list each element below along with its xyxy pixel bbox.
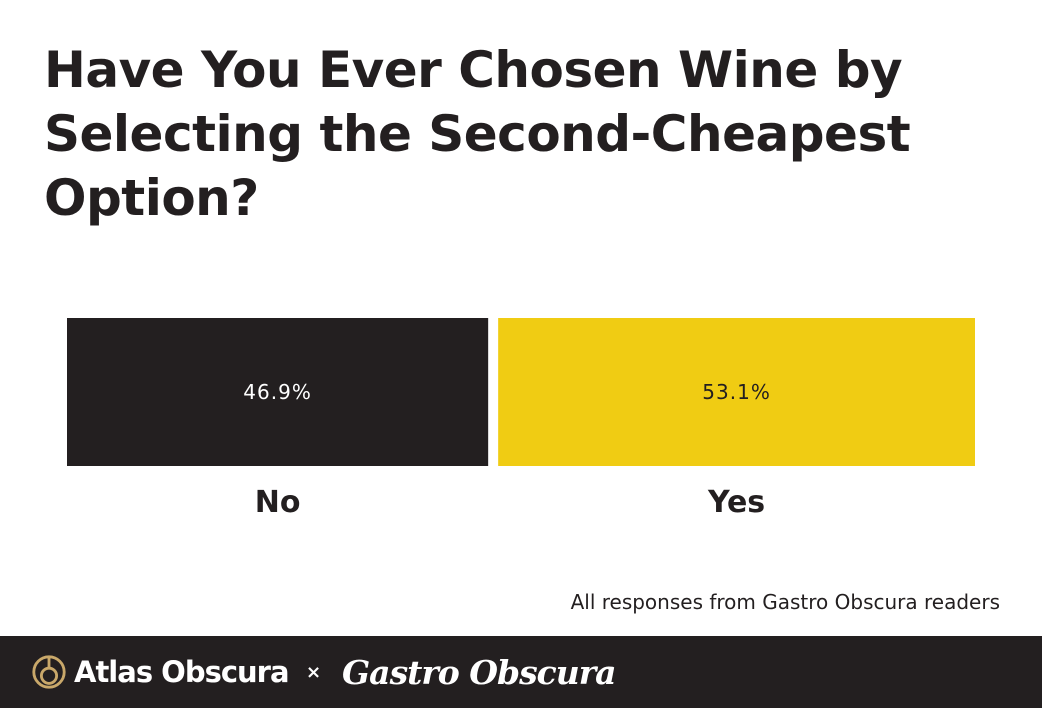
bar-chart: 46.9% No 53.1% Yes [67, 318, 975, 520]
bar-value-label-no: 46.9% [243, 380, 312, 404]
atlas-obscura-logo[interactable]: Atlas Obscura [30, 636, 290, 708]
footer-bar: Atlas Obscura × Gastro Obscura [0, 636, 1042, 708]
gastro-obscura-logo[interactable]: Gastro Obscura [342, 652, 617, 692]
category-label-yes: Yes [707, 485, 765, 520]
atlas-compass-icon [32, 655, 66, 689]
chart-title: Have You Ever Chosen Wine by Selecting t… [44, 41, 911, 227]
source-note: All responses from Gastro Obscura reader… [570, 590, 1000, 614]
bar-yes [498, 318, 975, 466]
brand-separator: × [306, 661, 322, 683]
bar-no [67, 318, 489, 466]
atlas-logo-text: Atlas Obscura [74, 655, 290, 689]
category-label-no: No [255, 485, 301, 520]
bar-value-label-yes: 53.1% [702, 380, 771, 404]
